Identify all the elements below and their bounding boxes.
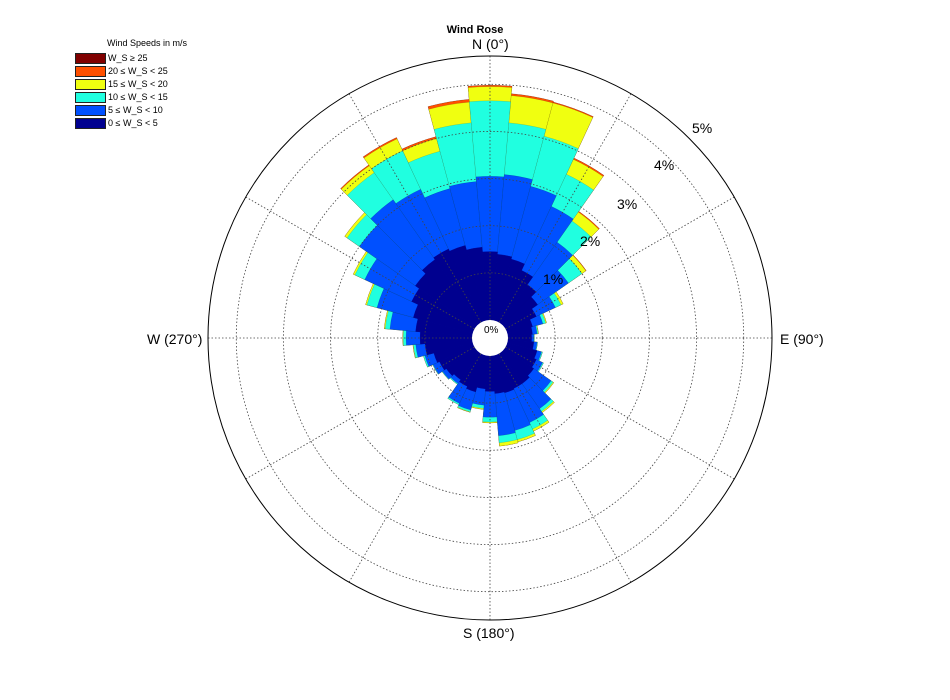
ring-label-5: 5% bbox=[692, 120, 713, 136]
south-label: S (180°) bbox=[463, 625, 515, 641]
legend-label: 0 ≤ W_S < 5 bbox=[108, 118, 158, 128]
ring-label-1: 1% bbox=[543, 271, 564, 287]
legend-swatch bbox=[75, 118, 106, 129]
ring-label-4: 4% bbox=[654, 157, 675, 173]
legend-label: 10 ≤ W_S < 15 bbox=[108, 92, 168, 102]
legend-label: 20 ≤ W_S < 25 bbox=[108, 66, 168, 76]
west-label: W (270°) bbox=[147, 331, 203, 347]
ring-label-2: 2% bbox=[580, 233, 601, 249]
legend-title: Wind Speeds in m/s bbox=[107, 38, 188, 48]
legend-swatch bbox=[75, 66, 106, 77]
grid-spoke bbox=[348, 353, 482, 583]
legend-swatch bbox=[75, 92, 106, 103]
grid-ring bbox=[283, 131, 697, 545]
legend-label: W_S ≥ 25 bbox=[108, 53, 148, 63]
legend-swatch bbox=[75, 53, 106, 64]
grid-spoke bbox=[245, 346, 475, 480]
legend-swatch bbox=[75, 105, 106, 116]
grid-ring bbox=[424, 272, 556, 404]
grid-spoke bbox=[498, 353, 632, 583]
grid-ring bbox=[377, 225, 603, 451]
north-label: N (0°) bbox=[472, 36, 509, 52]
legend-swatch bbox=[75, 79, 106, 90]
ring-label-3: 3% bbox=[617, 196, 638, 212]
center-hole bbox=[472, 320, 508, 356]
outer-circle bbox=[207, 55, 773, 621]
legend-label: 15 ≤ W_S < 20 bbox=[108, 79, 168, 89]
legend-label: 5 ≤ W_S < 10 bbox=[108, 105, 163, 115]
chart-title: Wind Rose bbox=[446, 24, 504, 36]
east-label: E (90°) bbox=[780, 331, 824, 347]
ring-label-0: 0% bbox=[484, 325, 499, 336]
